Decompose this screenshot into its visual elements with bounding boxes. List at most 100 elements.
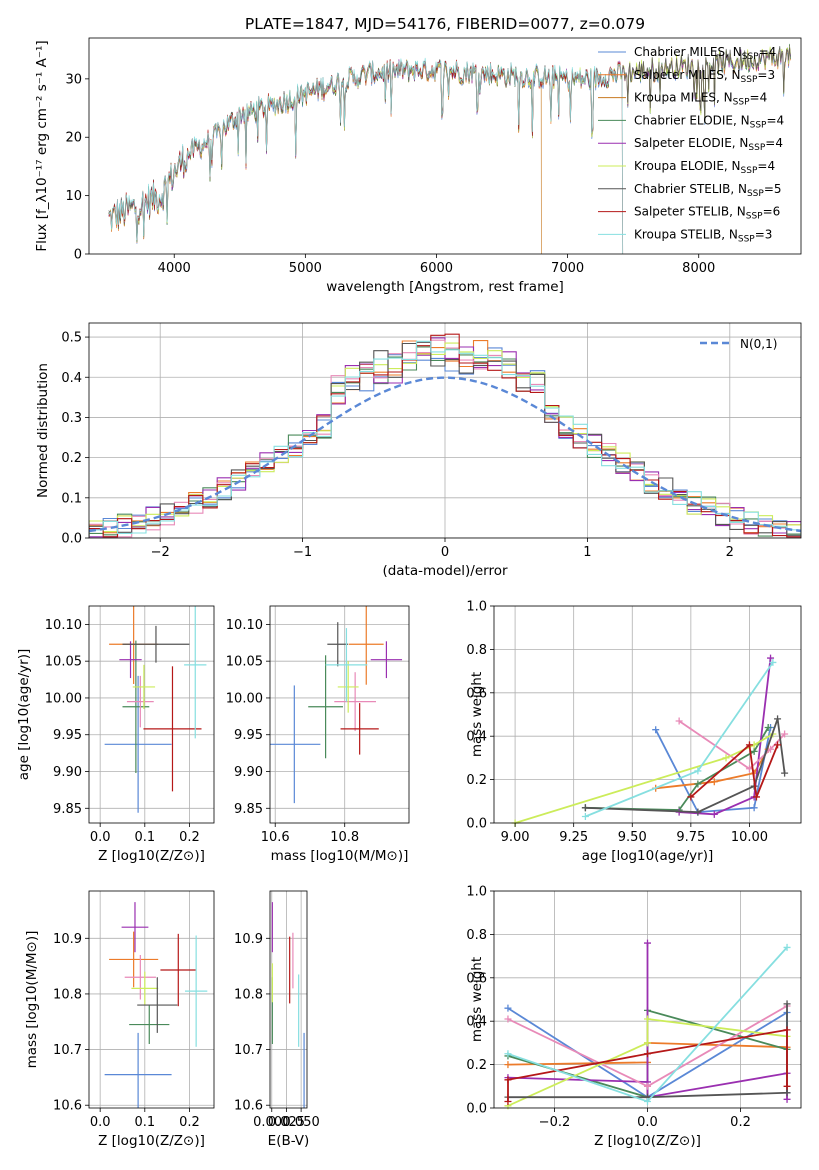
legend-label: Chabrier STELIB, NSSP=5 [634,182,782,199]
weight-marker [781,730,789,738]
weight-series-line [507,1017,788,1107]
x-tick-label: 0 [441,545,449,560]
weight-marker [644,939,651,947]
weight-marker [722,754,730,762]
axes-frame [493,605,802,824]
legend-label: Chabrier MILES, NSSP=4 [634,45,776,62]
errorbar-point [104,1032,172,1108]
weight-marker [644,1039,651,1047]
x-tick-label: 0.1 [134,1115,155,1130]
x-tick-label: 9.25 [559,830,588,845]
x-tick-label: 0.050 [283,1115,320,1130]
errorbar-point [325,628,368,702]
y-tick-label: 10.00 [226,691,263,706]
panel-age-vs-mass: 10.6 10.8 9.85 9.90 9.95 10.00 10.05 10.10 mass … [226,605,410,864]
weight-marker [504,1076,512,1084]
errorbar-point [337,661,359,713]
y-axis-label: Flux [f_λ10⁻¹⁷ erg cm⁻² s⁻¹ A⁻¹] [34,40,50,251]
errorbar-point [126,675,154,728]
x-axis-label: age [log10(age/yr)] [582,848,714,864]
errorbar-point [122,625,190,663]
y-tick-label: 9.85 [53,802,82,817]
x-axis-label: E(B-V) [268,1133,310,1149]
weight-marker [644,1082,651,1090]
x-axis-label: wavelength [Angstrom, rest frame] [326,279,564,295]
y-tick-label: 0.2 [61,451,82,466]
y-tick-label: 0.8 [466,643,487,658]
weight-marker [783,943,791,951]
x-tick-label: 0.0 [90,830,111,845]
errorbar-point [334,672,376,732]
weight-marker [710,778,718,786]
x-tick-label: 4000 [158,261,191,276]
panel-weight-vs-age: 9.00 9.25 9.50 9.75 10.00 0.0 0.2 0.4 0.6 0.8 1.0 a… [466,600,802,864]
axes-frame [88,890,215,1109]
y-tick-label: 10.05 [45,655,82,670]
weight-marker [783,1095,791,1103]
errorbar-point [137,977,178,1033]
weight-marker [504,1050,512,1058]
weight-marker [783,1082,791,1090]
x-tick-label: −0.2 [539,1115,571,1130]
errorbar-point [104,675,172,813]
errorbar-point [348,606,384,685]
x-tick-label: 10.8 [330,830,359,845]
weight-marker [752,793,760,801]
weight-marker [783,1089,791,1097]
errorbar-point [184,606,207,739]
x-tick-label: 0.0 [90,1115,111,1130]
y-tick-label: 10.10 [45,618,82,633]
weight-marker [504,1097,512,1105]
x-tick-label: 0.2 [730,1115,751,1130]
weight-marker [750,747,758,755]
y-tick-label: 0.0 [61,532,82,547]
weight-marker [769,658,777,666]
weight-marker [710,810,718,818]
errorbar-point [184,935,208,1047]
weight-marker [745,741,753,749]
weight-marker [783,1026,791,1034]
x-axis-label: mass [log10(M/M⊙)] [271,848,409,864]
errorbar-point [121,902,149,953]
panel-residuals: N(0,1) −2 −1 0 1 2 0.0 0.1 0.2 0.3 0.4 0.5 (data-mod… [35,322,802,579]
y-tick-label: 9.90 [53,765,82,780]
y-tick-label: 10 [65,189,82,204]
y-tick-label: 0.4 [466,1015,487,1030]
weight-marker [767,654,775,662]
y-tick-label: 20 [65,131,82,146]
weight-marker [581,812,589,820]
weight-marker [774,715,782,723]
weight-series-line [679,657,772,816]
y-tick-label: 10.8 [53,987,82,1002]
plot-area [89,323,801,538]
y-tick-label: 10.7 [234,1043,263,1058]
y-tick-label: 10.6 [53,1099,82,1114]
plot-area [270,606,409,823]
x-tick-label: 6000 [420,261,453,276]
y-tick-label: 0.8 [466,928,487,943]
weight-marker [581,804,589,812]
errorbar-point [308,655,343,759]
x-axis-label: Z [log10(Z/Z⊙)] [594,1133,701,1149]
x-tick-label: 0.1 [134,830,155,845]
weight-marker [781,769,789,777]
spectrum-line [108,57,624,254]
weight-series-line [514,733,774,824]
x-axis-label: (data-model)/error [382,563,508,579]
weight-marker [764,724,772,732]
x-tick-label: 0.2 [179,830,200,845]
x-tick-label: −2 [151,545,170,560]
weight-marker [652,726,660,734]
axes-frame [88,605,215,824]
weight-marker [694,780,702,788]
x-tick-label: 10.6 [261,830,290,845]
legend: Chabrier MILES, NSSP=4 Salpeter MILES, NS… [598,45,784,244]
weight-marker [694,808,702,816]
y-tick-label: 0.6 [466,971,487,986]
y-axis-label: Normed distribution [35,363,51,498]
plot-area [108,43,791,254]
plot-area [494,606,801,823]
x-axis-label: Z [log10(Z/Z⊙)] [98,1133,205,1149]
y-tick-label: 0.1 [61,491,82,506]
